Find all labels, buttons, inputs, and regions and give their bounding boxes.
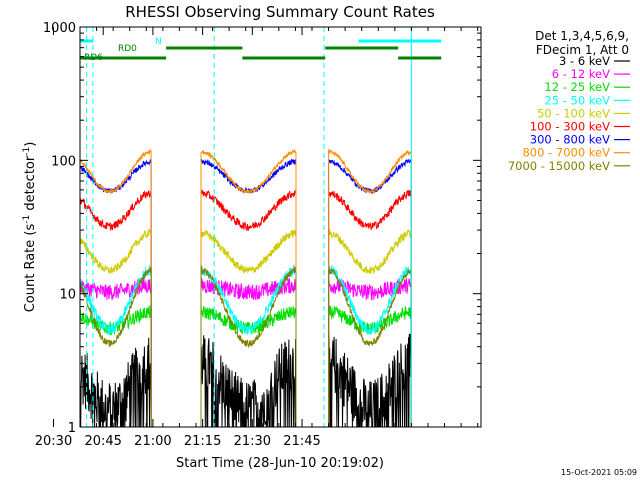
footer-date: 15-Oct-2021 05:09: [561, 468, 637, 477]
legend-label: 7000 - 15000 keV: [508, 159, 610, 173]
series-line: [80, 148, 152, 427]
series-line: [200, 229, 297, 427]
y-tick-label: 10: [59, 288, 76, 303]
series-line: [80, 337, 152, 427]
series-line: [328, 332, 412, 427]
plot-frame: [79, 26, 482, 428]
series-line: [200, 265, 297, 427]
flag-label-rd0: RD0: [118, 44, 137, 54]
y-axis-label-main: Count Rate (s: [23, 224, 38, 313]
y-axis-label-sup: -1: [22, 215, 32, 224]
y-tick-label: 100: [51, 154, 76, 169]
series-line: [328, 228, 412, 427]
legend-header-line: FDecim 1, Att 0: [536, 43, 629, 57]
series-line: [328, 189, 412, 427]
legend-label: 50 - 100 keV: [537, 106, 610, 120]
legend: Det 1,3,4,5,6,9,FDecim 1, Att 03 - 6 keV…: [508, 29, 630, 173]
series-line: [200, 306, 297, 427]
series-line: [80, 267, 152, 427]
series-line: [200, 335, 297, 427]
x-axis: 20:30 20:45 21:00 21:15 21:30 21:45: [35, 27, 479, 449]
x-axis-label: Start Time (28-Jun-10 20:19:02): [176, 456, 384, 471]
flag-label-n: N: [155, 37, 162, 47]
legend-header-line: Det 1,3,4,5,6,9,: [535, 29, 629, 43]
series-line: [328, 158, 412, 427]
y-axis-label-mid: detector: [23, 155, 38, 215]
chart-title: RHESSI Observing Summary Count Rates: [125, 3, 435, 21]
x-tick-label: 21:30: [234, 434, 271, 449]
legend-label: 300 - 800 keV: [530, 133, 610, 147]
legend-label: 25 - 50 keV: [544, 93, 610, 107]
x-tick-label: 21:45: [283, 434, 320, 449]
legend-label: 800 - 7000 keV: [522, 146, 610, 160]
legend-label: 3 - 6 keV: [559, 54, 610, 68]
y-axis-label: Count Rate (s-1 detector-1): [22, 142, 38, 313]
series-line: [200, 158, 297, 427]
flag-label-rd6: RD6: [84, 53, 103, 63]
series-line: [200, 148, 297, 427]
series-group: [80, 27, 442, 427]
x-tick-label: 20:45: [84, 434, 121, 449]
y-tick-label: 1: [68, 421, 76, 436]
x-tick-label: 21:15: [184, 434, 221, 449]
y-axis-label-sup-2: -1: [22, 147, 32, 156]
plot-area: N RD0 RD6: [80, 27, 442, 427]
series-line: [80, 190, 152, 427]
legend-label: 6 - 12 keV: [552, 67, 610, 81]
x-tick-label: 21:00: [134, 434, 171, 449]
series-line: [328, 148, 412, 427]
y-axis-label-end: ): [23, 142, 38, 147]
y-axis: 1 10 100 1000: [43, 21, 481, 436]
legend-label: 12 - 25 keV: [544, 80, 610, 94]
x-tick-label: 20:30: [35, 434, 72, 449]
legend-label: 100 - 300 keV: [530, 120, 610, 134]
y-tick-label: 1000: [43, 21, 76, 36]
series-line: [80, 227, 152, 427]
series-line: [328, 268, 412, 427]
series-line: [200, 189, 297, 427]
